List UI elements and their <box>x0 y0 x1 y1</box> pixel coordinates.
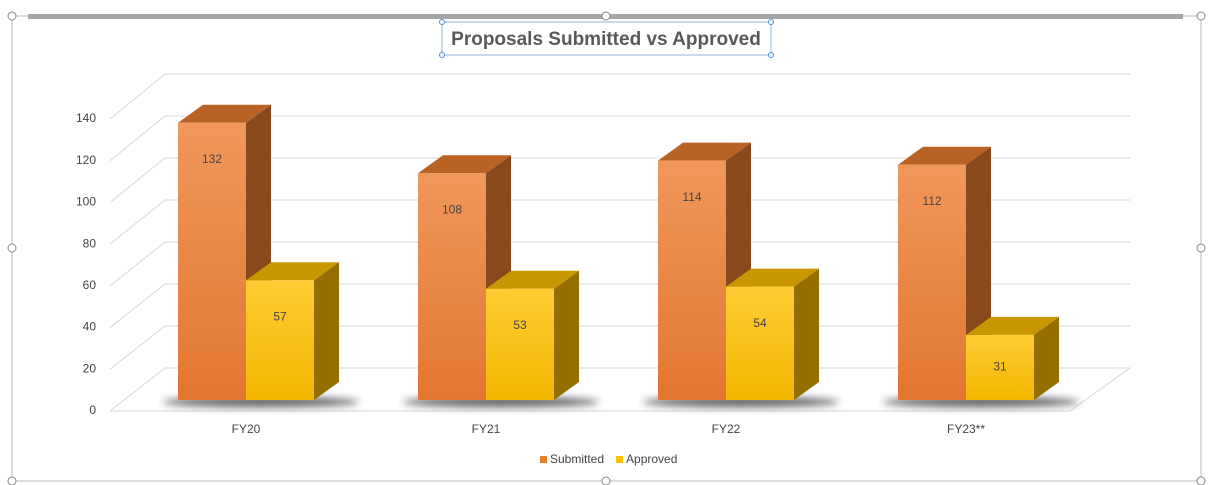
data-label: 57 <box>273 309 287 323</box>
data-label: 112 <box>922 194 941 208</box>
y-tick-label: 120 <box>76 153 96 167</box>
y-tick-label: 60 <box>83 278 97 292</box>
data-label: 53 <box>513 318 527 332</box>
floor-back <box>1069 367 1131 412</box>
legend-swatch <box>616 456 624 463</box>
bar-top <box>178 104 271 123</box>
grid-line <box>109 199 1130 245</box>
data-label: 132 <box>202 152 222 166</box>
x-tick-label: FY23** <box>947 422 985 436</box>
data-label: 114 <box>682 190 701 204</box>
bar-front <box>178 122 246 401</box>
bar <box>178 104 271 401</box>
legend-label: Approved <box>626 452 677 466</box>
bar-side <box>1034 316 1059 400</box>
bar-front <box>486 288 554 400</box>
bar-front <box>658 160 726 400</box>
bar-top <box>966 316 1059 335</box>
grid-line <box>109 157 1130 203</box>
legend-swatch <box>540 456 547 463</box>
grid-line <box>109 241 1130 287</box>
legend-label: Submitted <box>550 452 604 466</box>
bar-side <box>794 268 819 400</box>
grid-line <box>109 115 1130 162</box>
bar-top <box>418 155 511 174</box>
bar-front <box>898 164 966 400</box>
bar <box>726 268 819 400</box>
bar-top <box>898 146 991 165</box>
chart-title: Proposals Submitted vs Approved <box>451 29 761 50</box>
y-tick-label: 100 <box>76 195 96 209</box>
y-tick-label: 80 <box>83 236 97 250</box>
y-tick-label: 140 <box>76 111 96 125</box>
title-box[interactable] <box>441 21 772 56</box>
bar-front <box>726 286 794 400</box>
bar-top <box>486 270 579 289</box>
bar <box>966 316 1059 400</box>
x-tick-label: FY20 <box>232 422 261 436</box>
grid-line <box>109 73 1130 120</box>
data-label: 31 <box>993 360 1007 374</box>
y-tick-label: 20 <box>83 361 97 375</box>
y-tick-label: 0 <box>89 403 96 417</box>
frame-handles[interactable] <box>7 11 1206 485</box>
y-tick-label: 40 <box>83 320 97 334</box>
x-tick-label: FY21 <box>472 422 501 436</box>
title-handles[interactable] <box>439 19 774 58</box>
bar-top <box>246 262 339 281</box>
bar <box>486 270 579 400</box>
bar-front <box>966 334 1034 400</box>
data-label: 108 <box>442 202 462 216</box>
bar-side <box>554 270 579 400</box>
bar-front <box>246 280 314 400</box>
bar-top <box>658 142 751 161</box>
x-tick-label: FY22 <box>712 422 741 436</box>
bar-top <box>726 268 819 287</box>
data-label: 54 <box>753 316 767 330</box>
bar-side <box>314 262 339 400</box>
bar-front <box>418 173 486 400</box>
bar <box>246 262 339 400</box>
